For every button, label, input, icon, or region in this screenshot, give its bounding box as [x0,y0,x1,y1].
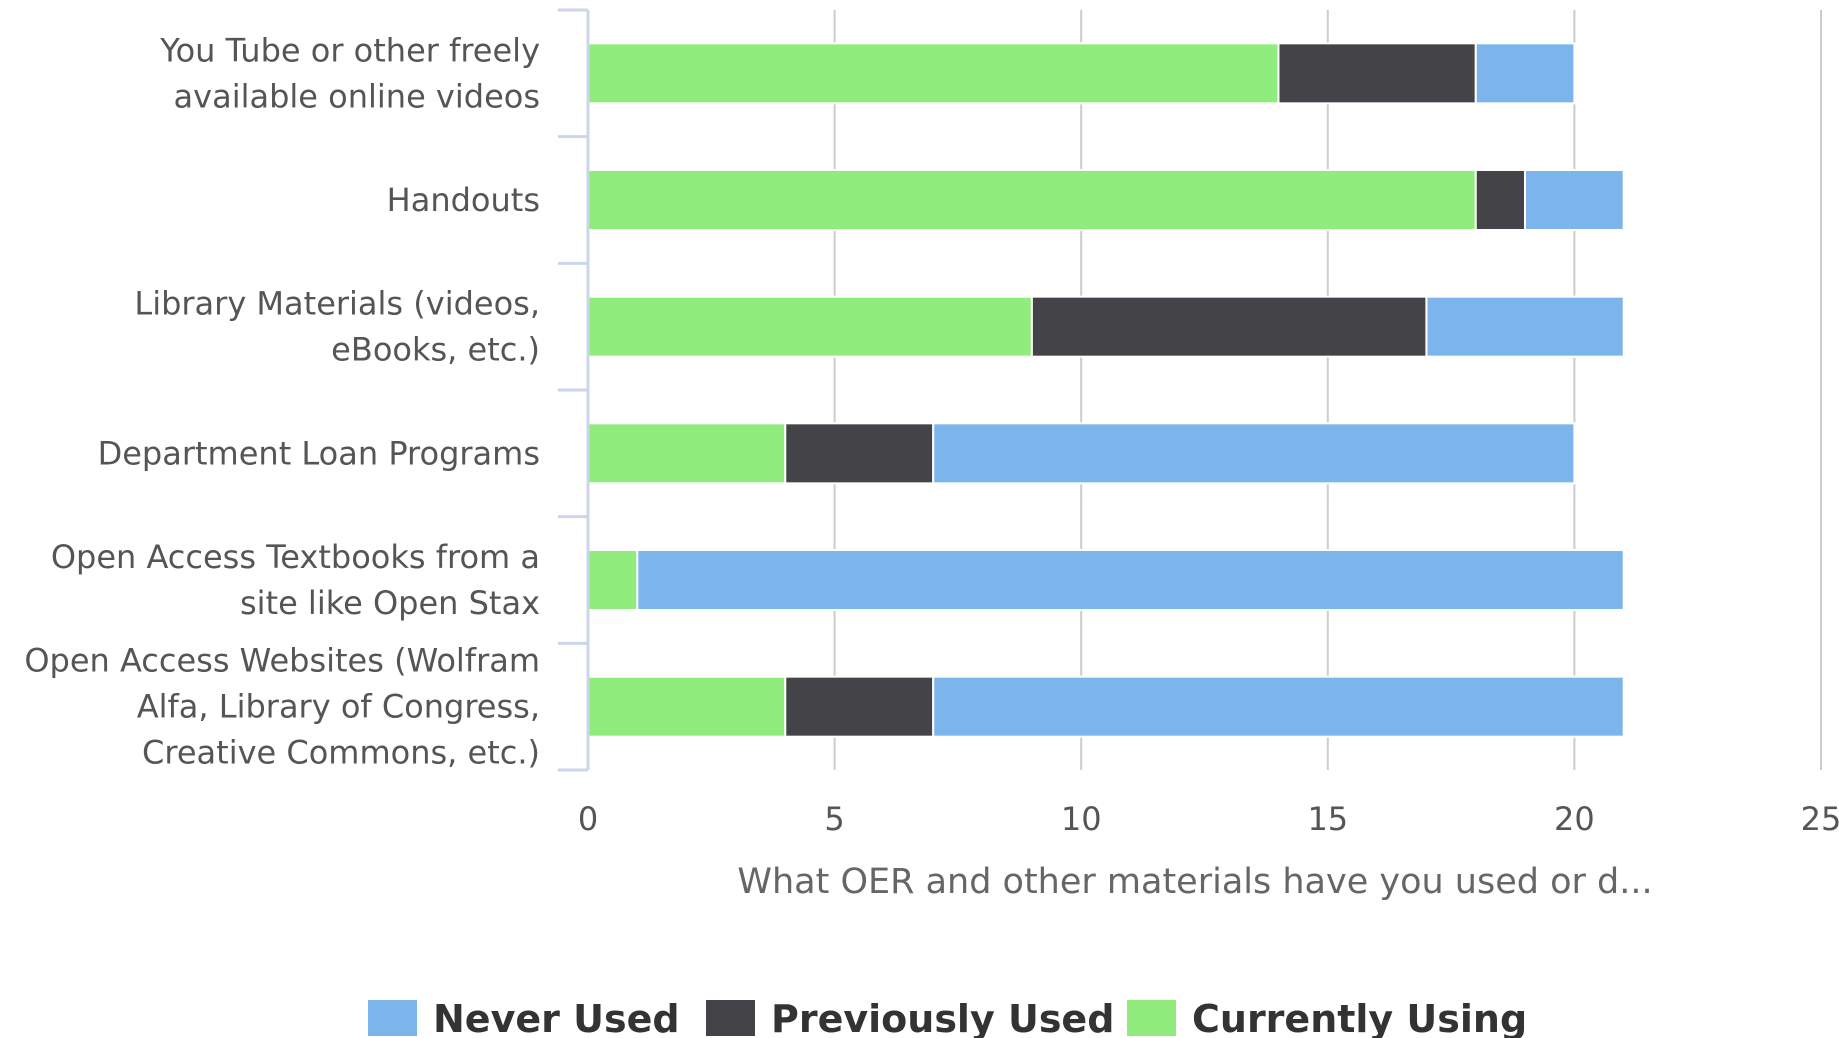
bars [587,42,1625,738]
category-label: eBooks, etc.) [331,331,540,369]
bar-segment [784,675,935,738]
category-axis [558,8,590,772]
bar-segment [1474,42,1576,105]
bar-segment [587,422,787,485]
legend-swatch [368,1000,417,1036]
x-axis-title: What OER and other materials have you us… [737,862,1652,902]
category-label: site like Open Stax [240,584,540,622]
x-tick-labels: 0 5 10 15 20 25 [578,800,1839,838]
category-label: Handouts [387,181,540,219]
x-tick-label: 5 [824,800,844,838]
bar-segment [587,42,1280,105]
legend-label: Currently Using [1192,997,1527,1038]
category-label: You Tube or other freely [159,31,540,69]
category-label: Creative Commons, etc.) [142,734,540,772]
legend-label: Never Used [433,997,680,1038]
bar-segment [784,422,935,485]
legend-label: Previously Used [771,997,1114,1038]
legend-item[interactable]: Currently Using [1127,997,1527,1038]
bar-segment [587,549,639,611]
bar-segment [1425,295,1625,358]
x-tick-label: 0 [578,800,598,838]
bar-segment [587,295,1033,358]
x-tick-label: 25 [1801,800,1839,838]
bar-segment [1474,169,1527,231]
grid-lines [833,10,1822,770]
legend-item[interactable]: Previously Used [706,997,1114,1038]
bar-segment [636,549,1625,611]
category-label: Alfa, Library of Congress, [137,688,540,726]
x-tick-label: 20 [1554,800,1595,838]
bar-segment [932,675,1625,738]
category-label: Open Access Websites (Wolfram [24,642,540,680]
bar-segment [1524,169,1625,231]
bar-segment [932,422,1576,485]
category-label: Department Loan Programs [98,434,540,472]
legend-swatch [706,1000,755,1036]
bar-segment [587,169,1477,231]
x-tick-label: 15 [1307,800,1348,838]
legend-swatch [1127,1000,1176,1036]
x-tick-label: 10 [1061,800,1102,838]
bar-segment [587,675,787,738]
legend-item[interactable]: Never Used [368,997,680,1038]
category-label: Open Access Textbooks from a [51,538,540,576]
category-label: available online videos [174,77,540,115]
bar-segment [1030,295,1428,358]
category-label: Library Materials (videos, [134,285,540,323]
legend: Never Used Previously Used Currently Using [368,997,1527,1038]
bar-segment [1277,42,1477,105]
category-labels: You Tube or other freely available online… [24,31,540,771]
